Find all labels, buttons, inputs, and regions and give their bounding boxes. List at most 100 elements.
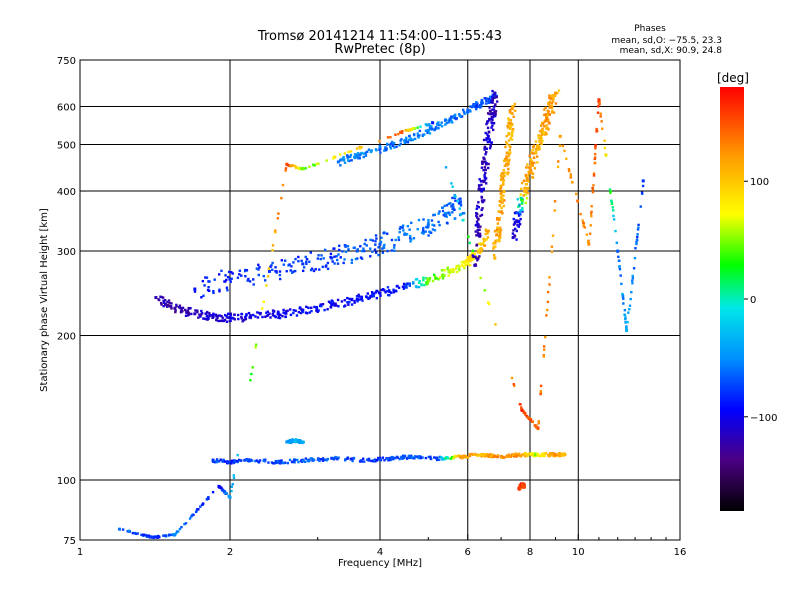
data-point [478,251,482,255]
data-point [207,317,210,320]
data-point [421,134,425,138]
data-point [374,234,378,237]
data-point [193,287,197,291]
data-point [480,247,483,250]
data-point [294,166,298,170]
data-point [623,308,627,312]
data-point [443,457,446,460]
data-point [460,455,464,458]
data-point [475,101,478,104]
data-point [500,211,504,215]
data-point [492,105,496,108]
data-point [516,198,519,201]
data-point [546,126,549,130]
data-point [635,239,639,242]
data-point [495,95,498,99]
data-point [502,168,505,172]
data-point [225,278,228,282]
data-point [230,485,233,488]
data-point [595,129,599,133]
data-point [567,168,571,171]
data-point [496,226,499,229]
data-point [281,183,285,187]
data-point [360,151,363,155]
data-point [335,255,338,258]
data-point [460,261,464,264]
data-point [453,113,457,117]
data-point [405,140,408,144]
data-point [245,459,248,462]
data-point [482,453,486,457]
data-point [479,242,482,245]
data-point [497,218,501,222]
data-point [314,268,317,271]
data-point [303,460,307,464]
data-point [428,125,432,128]
data-point [511,107,514,111]
data-point [317,254,320,257]
data-point [604,153,608,156]
data-point [546,112,550,115]
data-point [186,314,190,317]
data-point [462,212,466,215]
data-point [218,290,221,293]
x-tick-label: 8 [527,547,533,558]
data-point [518,223,522,226]
data-point [375,296,379,300]
data-point [286,163,289,167]
data-point [480,455,483,458]
data-point [269,265,272,269]
data-point [500,176,503,179]
data-point [397,236,400,239]
x-tick-label: 1 [77,547,83,558]
data-point [507,122,510,125]
data-point [499,226,502,230]
data-point [539,392,542,396]
data-point [591,188,595,191]
data-point [491,96,494,99]
data-point [374,240,377,243]
data-point [362,249,366,253]
data-point [227,495,230,498]
data-point [220,314,223,318]
data-point [313,305,316,309]
data-point [463,266,466,270]
data-point [366,150,369,153]
data-point [468,255,471,258]
data-point [422,232,425,235]
data-point [473,252,476,256]
data-point [367,458,371,462]
data-point [448,213,452,217]
data-point [429,455,432,459]
data-point [199,315,202,318]
data-point [537,422,540,425]
data-point [491,89,494,93]
data-point [330,303,334,307]
data-point [289,439,292,443]
data-point [396,456,400,459]
data-point [517,220,521,223]
data-point [478,247,481,251]
data-point [525,196,529,200]
data-point [443,204,446,208]
data-point [524,173,528,177]
data-point [541,122,545,126]
data-point [274,459,278,463]
data-point [282,311,285,314]
data-point [223,490,226,493]
data-point [519,209,522,212]
data-point [294,309,297,312]
data-point [331,260,334,263]
data-point [496,454,500,457]
data-point [497,210,500,213]
data-point [485,452,489,456]
data-point [552,454,556,458]
data-point [618,267,622,271]
data-point [417,455,420,458]
data-point [524,455,527,458]
data-point [394,289,397,292]
data-point [546,300,550,304]
data-point [524,453,527,457]
data-point [262,459,265,463]
